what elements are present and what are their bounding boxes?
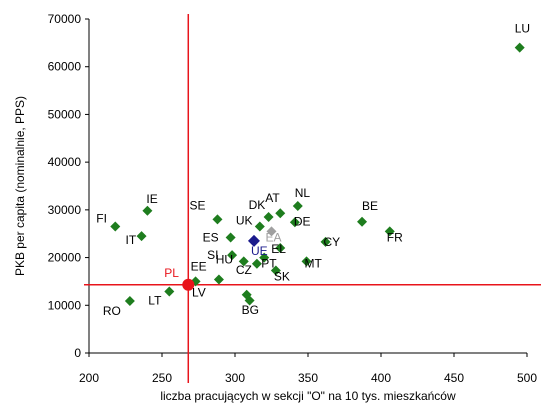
label-de: DE: [294, 214, 311, 228]
label-el: EL: [271, 242, 286, 256]
x-tick-label: 350: [298, 371, 318, 385]
label-mt: MT: [305, 256, 323, 270]
y-tick-label: 30000: [48, 203, 82, 217]
x-tick-label: 300: [225, 371, 245, 385]
x-tick-label: 450: [444, 371, 464, 385]
label-ro: RO: [103, 304, 121, 318]
y-tick-label: 10000: [48, 298, 82, 312]
point-ue: [247, 234, 260, 247]
point-sk: [270, 265, 281, 276]
label-ie: IE: [146, 192, 157, 206]
y-tick-label: 50000: [48, 107, 82, 121]
label-at: AT: [265, 191, 280, 205]
label-fi: FI: [96, 212, 107, 226]
plot-area: 200 250 300 350 400 450 500 0 10000 20000 30000 40…: [48, 12, 541, 385]
y-axis-label: PKB per capita (nominalnie, PPS): [13, 96, 27, 276]
point-cy: [320, 236, 331, 247]
label-cz: CZ: [236, 263, 252, 277]
y-tick-label: 40000: [48, 155, 82, 169]
point-cz: [251, 258, 262, 269]
point-pl: [182, 278, 195, 291]
label-be: BE: [362, 199, 378, 213]
point-at: [275, 208, 286, 219]
label-ue: UE: [251, 244, 268, 258]
label-si: SI: [207, 248, 218, 262]
label-nl: NL: [295, 186, 311, 200]
label-se: SE: [189, 198, 205, 212]
label-hu: HU: [216, 252, 233, 266]
x-tick-label: 500: [517, 371, 537, 385]
point-hu: [238, 256, 249, 267]
point-lv: [213, 274, 224, 285]
point-uk: [254, 221, 265, 232]
point-ro: [124, 295, 135, 306]
label-pt: PT: [261, 257, 277, 271]
point-be: [357, 216, 368, 227]
x-axis-ticks: 200 250 300 350 400 450 500: [79, 353, 537, 385]
y-tick-label: 20000: [48, 251, 82, 265]
label-bg: BG: [242, 303, 259, 317]
x-tick-label: 250: [152, 371, 172, 385]
x-axis-label: liczba pracujących w sekcji "O" na 10 ty…: [160, 389, 456, 403]
label-sk: SK: [274, 269, 290, 283]
y-tick-label: 70000: [48, 12, 82, 26]
point-lt: [164, 286, 175, 297]
label-dk: DK: [249, 198, 266, 212]
point-mt: [301, 256, 312, 267]
label-lv: LV: [192, 286, 206, 300]
label-uk: UK: [236, 214, 253, 228]
point-lu: [514, 42, 525, 53]
point-fr: [384, 226, 395, 237]
data-points: [110, 42, 525, 306]
label-it: IT: [126, 233, 137, 247]
point-es: [225, 232, 236, 243]
y-tick-label: 0: [74, 346, 81, 360]
reference-lines: [84, 14, 541, 383]
point-se: [212, 214, 223, 225]
point-ie: [142, 205, 153, 216]
label-lu: LU: [515, 22, 530, 36]
point-ea: [266, 226, 277, 237]
label-ee: EE: [191, 259, 207, 273]
point-it: [136, 231, 147, 242]
point-fi: [110, 221, 121, 232]
y-axis-ticks: 0 10000 20000 30000 40000 50000 60000 70000: [48, 12, 89, 360]
label-pl: PL: [164, 266, 179, 280]
point-el: [275, 243, 286, 254]
point-de: [289, 217, 300, 228]
point-unlabeled: [244, 295, 255, 306]
x-tick-label: 400: [371, 371, 391, 385]
label-es: ES: [203, 231, 219, 245]
label-fr: FR: [387, 230, 403, 244]
point-nl: [292, 201, 303, 212]
label-ea: EA: [266, 230, 282, 244]
y-tick-label: 60000: [48, 60, 82, 74]
point-dk: [263, 212, 274, 223]
x-tick-label: 200: [79, 371, 99, 385]
label-cy: CY: [324, 235, 341, 249]
point-pt: [259, 252, 270, 263]
label-lt: LT: [148, 293, 162, 307]
point-si: [227, 250, 238, 261]
